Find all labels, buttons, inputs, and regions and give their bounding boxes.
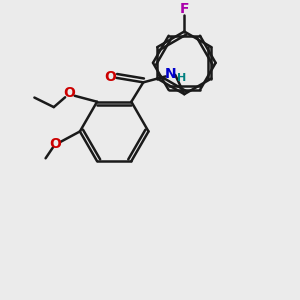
Text: F: F: [180, 2, 189, 16]
Text: H: H: [176, 73, 186, 83]
Text: N: N: [165, 67, 177, 81]
Text: O: O: [63, 86, 75, 100]
Text: O: O: [104, 70, 116, 84]
Text: O: O: [49, 137, 61, 151]
